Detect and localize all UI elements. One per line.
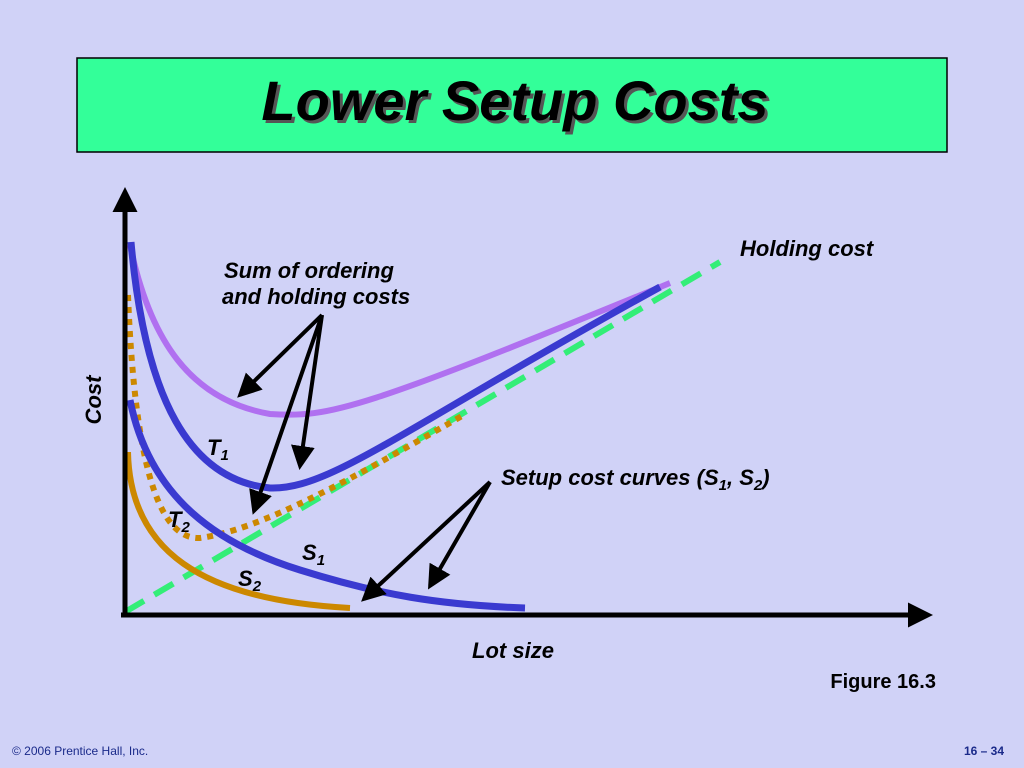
arrows (237, 313, 492, 602)
holding-cost-line (123, 259, 722, 615)
arrow (291, 314, 324, 470)
t2-label: T2 (168, 507, 190, 536)
title-shadow: Lower Setup Costs (264, 72, 771, 135)
y-axis-label: Cost (81, 374, 106, 425)
t2-letter: T (168, 507, 183, 532)
text: Setup cost curves ( (501, 465, 707, 490)
sum-costs-label: Sum of ordering (224, 258, 394, 283)
s2-label: S2 (238, 566, 262, 595)
figure-caption: Figure 16.3 (830, 671, 936, 693)
text: S (739, 465, 754, 490)
arrow (249, 314, 324, 515)
setup-curves-label: Setup cost curves (S1, S2) (501, 465, 770, 494)
holding-cost-label: Holding cost (740, 236, 875, 261)
subscript: 1 (719, 477, 727, 494)
t1-subscript: 1 (220, 447, 228, 464)
s1-label: S1 (302, 540, 325, 569)
title: Lower Setup Costs (261, 69, 768, 132)
t1-label: T1 (207, 435, 229, 464)
setup-cost-s2 (125, 451, 351, 611)
page-number: 16 – 34 (964, 744, 1004, 758)
s2-subscript: 2 (252, 578, 262, 595)
t2-subscript: 2 (180, 519, 190, 536)
x-axis-label: Lot size (472, 638, 554, 663)
subscript: 2 (753, 477, 763, 494)
s1-subscript: 1 (317, 552, 325, 569)
arrow (237, 313, 324, 398)
setup-cost-s1 (126, 399, 526, 612)
total-cost-curve-2 (127, 241, 662, 492)
total-cost-curve-1 (127, 244, 672, 418)
text: , (726, 465, 739, 490)
title-box (76, 57, 948, 153)
s2-letter: S (238, 566, 253, 591)
text: ) (760, 465, 769, 490)
sum-costs-label: and holding costs (222, 284, 410, 309)
copyright: © 2006 Prentice Hall, Inc. (12, 744, 148, 758)
t1-letter: T (207, 435, 222, 460)
text: S (704, 465, 719, 490)
arrow (361, 480, 492, 602)
s1-letter: S (302, 540, 317, 565)
arrow (428, 481, 492, 590)
